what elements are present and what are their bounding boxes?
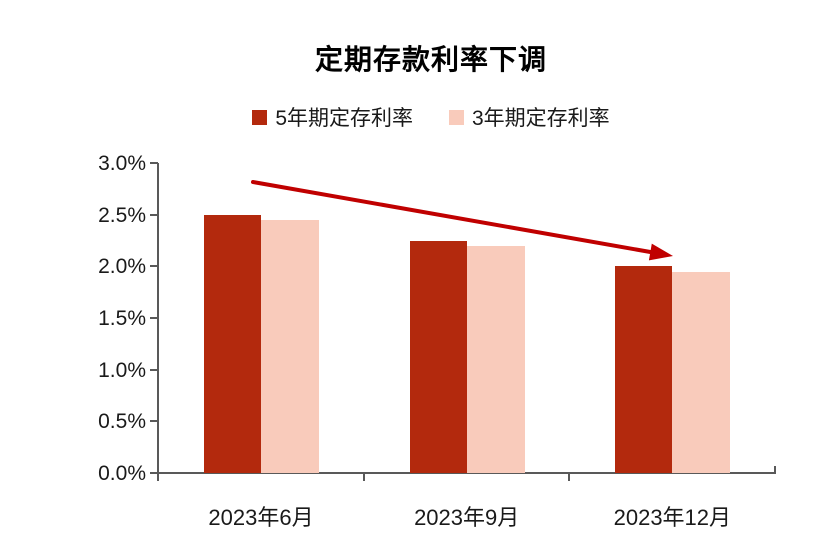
- y-axis-tick: [150, 265, 158, 268]
- y-axis-line: [157, 163, 159, 481]
- y-axis-tick: [150, 213, 158, 216]
- legend-label: 5年期定存利率: [275, 107, 413, 130]
- bar-3年期定存利率-2023年6月: [260, 219, 319, 473]
- x-axis-tick: [362, 473, 365, 481]
- y-axis-tick-label: 2.0%: [98, 255, 146, 279]
- x-axis-category-label: 2023年6月: [208, 505, 314, 530]
- legend-swatch-icon: [252, 109, 268, 125]
- legend-swatch-icon: [449, 109, 464, 125]
- y-axis-tick-label: 1.0%: [98, 358, 146, 382]
- y-axis-tick: [150, 317, 158, 319]
- legend-item-2: 3年期定存利率: [449, 102, 610, 132]
- x-axis-category-label: 2023年12月: [613, 505, 732, 530]
- y-axis-tick: [150, 472, 158, 474]
- y-axis-tick: [150, 420, 158, 423]
- y-axis-tick-label: 1.5%: [98, 307, 146, 330]
- trend-arrow-line: [251, 180, 653, 254]
- bar-5年期定存利率-2023年6月: [203, 214, 261, 473]
- y-axis-tick-label: 3.0%: [98, 152, 146, 175]
- x-axis-category-label: 2023年9月: [414, 505, 520, 530]
- x-axis-line: [156, 472, 776, 474]
- bar-5年期定存利率-2023年9月: [409, 240, 467, 473]
- y-axis-tick-label: 0.0%: [98, 462, 146, 485]
- bar-3年期定存利率-2023年12月: [672, 271, 731, 473]
- y-axis-tick-label: 0.5%: [98, 410, 146, 434]
- trend-arrow-head: [648, 243, 673, 261]
- legend: 5年期定存利率 3年期定存利率: [166, 102, 696, 132]
- chart-title: 定期存款利率下调: [314, 44, 547, 75]
- y-axis-tick: [150, 368, 158, 371]
- y-axis-tick: [150, 162, 158, 164]
- x-axis-end-tick: [774, 466, 776, 474]
- y-axis-tick-label: 2.5%: [98, 203, 146, 227]
- bar-3年期定存利率-2023年9月: [466, 245, 525, 473]
- legend-label: 3年期定存利率: [472, 107, 610, 130]
- legend-item-1: 5年期定存利率: [252, 102, 413, 132]
- bar-5年期定存利率-2023年12月: [615, 266, 673, 473]
- x-axis-tick: [568, 473, 571, 481]
